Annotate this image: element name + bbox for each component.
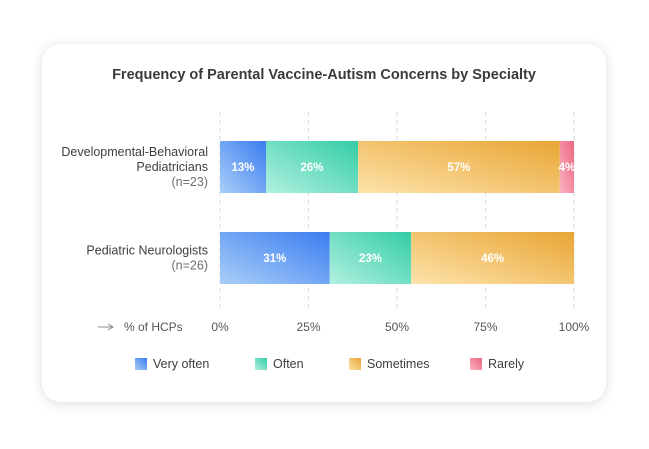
category-label: Pediatricians — [136, 160, 208, 174]
axis-arrow-head — [107, 323, 114, 331]
bar-segment — [329, 232, 412, 284]
legend-item: Rarely — [470, 357, 524, 371]
bar-segment — [358, 141, 560, 193]
legend-item: Sometimes — [349, 357, 430, 371]
legend-swatch — [349, 358, 361, 370]
bar-value-label: 4% — [559, 162, 576, 174]
category-count: (n=23) — [172, 175, 208, 189]
bar-segment — [220, 232, 330, 284]
legend-swatch — [135, 358, 147, 370]
x-tick-label: 50% — [385, 320, 409, 334]
bar-segment — [559, 141, 574, 193]
bar-segment — [266, 141, 359, 193]
bar-value-label: 31% — [263, 253, 286, 265]
bar-value-label: 13% — [231, 162, 254, 174]
category-label: Developmental-Behavioral — [61, 145, 208, 159]
legend-swatch — [255, 358, 267, 370]
bar-segment — [220, 141, 267, 193]
chart-title: Frequency of Parental Vaccine-Autism Con… — [112, 67, 536, 83]
legend-label: Sometimes — [367, 357, 430, 371]
x-tick-label: 25% — [296, 320, 320, 334]
chart-card: Frequency of Parental Vaccine-Autism Con… — [42, 44, 606, 402]
bar-value-label: 23% — [359, 253, 382, 265]
x-tick-label: 100% — [559, 320, 590, 334]
legend-item: Very often — [135, 357, 209, 371]
x-tick-label: 0% — [211, 320, 229, 334]
category-count: (n=26) — [172, 259, 208, 273]
legend-label: Often — [273, 357, 304, 371]
x-axis-label: % of HCPs — [124, 320, 183, 334]
legend-swatch — [470, 358, 482, 370]
category-label: Pediatric Neurologists — [86, 244, 208, 258]
legend-label: Very often — [153, 357, 210, 371]
chart-plot: 0% 25% 50% 75% 100% % of HCPs Developmental-Be… — [61, 112, 590, 334]
legend-item: Often — [255, 357, 304, 371]
bar-value-label: 57% — [447, 162, 470, 174]
x-tick-label: 75% — [473, 320, 497, 334]
legend-label: Rarely — [488, 357, 525, 371]
bar-value-label: 26% — [301, 162, 324, 174]
bar-segment — [411, 232, 574, 284]
bar-value-label: 46% — [481, 253, 504, 265]
